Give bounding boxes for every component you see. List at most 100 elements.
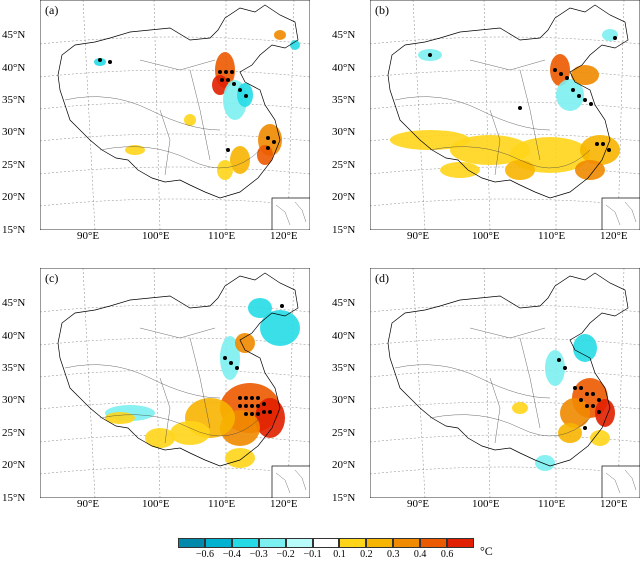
- significance-dot: [573, 386, 577, 390]
- lat-label: 30°N: [332, 126, 356, 138]
- anomaly-patch: [571, 65, 599, 85]
- map-frame: [40, 0, 310, 230]
- colorbar-tick: −0.2: [276, 549, 295, 560]
- lat-label: 25°N: [2, 427, 26, 439]
- significance-dot: [583, 98, 587, 102]
- lat-label: 40°N: [2, 62, 26, 74]
- province-boundary: [394, 364, 551, 399]
- lon-label: 100°E: [472, 498, 500, 510]
- significance-dot: [238, 396, 242, 400]
- lat-label: 30°N: [2, 394, 26, 406]
- anomaly-patch: [573, 334, 597, 362]
- colorbar-swatch: [178, 538, 205, 548]
- country-outline: [387, 272, 629, 467]
- significance-dot: [218, 70, 222, 74]
- significance-dot: [577, 94, 581, 98]
- inset-outline: [275, 469, 307, 494]
- anomaly-patch: [235, 333, 255, 353]
- province-boundary: [189, 337, 211, 429]
- significance-dot: [563, 366, 567, 370]
- map-panel: (d) 45°N 40°N 35°N 30°N 25°N 20°N 15°N 90°E 100°E…: [332, 268, 640, 510]
- significance-dot: [244, 404, 248, 408]
- anomaly-patch: [170, 421, 210, 445]
- colorbar-swatch: [231, 538, 259, 548]
- anomaly-patch: [505, 160, 535, 180]
- anomaly-patch: [220, 336, 240, 380]
- anomaly-patch: [580, 135, 620, 165]
- lat-label: 45°N: [2, 29, 26, 41]
- significance-dot: [585, 392, 589, 396]
- country-outline: [57, 4, 299, 199]
- lat-label: 15°N: [332, 224, 356, 236]
- significance-dot: [589, 102, 593, 106]
- lat-label: 45°N: [2, 297, 26, 309]
- lon-label: 90°E: [77, 230, 100, 242]
- anomaly-patch: [535, 455, 555, 471]
- anomaly-patch: [590, 430, 610, 446]
- lon-label: 120°E: [270, 230, 298, 242]
- colorbar-swatch: [285, 538, 313, 548]
- lat-label: 20°N: [332, 191, 356, 203]
- province-boundary: [489, 109, 501, 176]
- colorbar-swatch: [366, 538, 394, 548]
- lat-label: 30°N: [2, 126, 26, 138]
- anomaly-patch: [512, 402, 528, 414]
- province-boundary: [394, 96, 551, 131]
- colorbar-tick: −0.4: [222, 549, 241, 560]
- province-boundary: [189, 69, 211, 161]
- anomaly-patch: [558, 423, 582, 443]
- map-panel: (a) 45°N 40°N 35°N 30°N 25°N 20°N 15°N 90°E 100°E…: [2, 0, 336, 242]
- province-boundary: [99, 414, 261, 437]
- significance-dot: [591, 404, 595, 408]
- significance-dot: [266, 146, 270, 150]
- province-boundary: [429, 146, 591, 169]
- south-china-sea-inset: [271, 465, 310, 498]
- anomaly-patch: [390, 130, 470, 150]
- inset-outline: [605, 469, 637, 494]
- significance-dot: [232, 82, 236, 86]
- colorbar-swatch: [447, 538, 474, 548]
- lat-label: 35°N: [2, 94, 26, 106]
- lon-label: 120°E: [600, 230, 628, 242]
- anomaly-patch: [184, 114, 196, 126]
- lon-label: 110°E: [208, 498, 236, 510]
- country-outline: [57, 272, 299, 467]
- significance-dot: [559, 72, 563, 76]
- province-boundary: [139, 59, 216, 71]
- map-panel: (b) 45°N 40°N 35°N 30°N 25°N 20°N 15°N 90°E 100°E…: [332, 0, 640, 242]
- province-boundary: [519, 69, 541, 161]
- anomaly-patch: [290, 40, 300, 50]
- anomaly-patch: [545, 350, 565, 386]
- anomaly-patch: [440, 162, 480, 178]
- anomaly-patch: [105, 412, 135, 424]
- significance-dot: [613, 36, 617, 40]
- lon-label: 100°E: [472, 230, 500, 242]
- anomaly-patch: [450, 135, 530, 165]
- map-canvas: [40, 0, 310, 230]
- colorbar-tick: −0.3: [249, 549, 268, 560]
- lon-label: 120°E: [600, 498, 628, 510]
- panel-label: (b): [375, 3, 389, 17]
- significance-dot: [268, 410, 272, 414]
- south-china-sea-inset: [601, 197, 640, 230]
- significance-dot: [565, 76, 569, 80]
- significance-dot: [220, 78, 224, 82]
- anomaly-patch: [575, 160, 605, 180]
- lat-label: 40°N: [2, 330, 26, 342]
- map-canvas: [40, 268, 310, 498]
- significance-dot: [597, 410, 601, 414]
- panel-label: (a): [45, 3, 59, 17]
- lat-label: 25°N: [2, 159, 26, 171]
- lon-label: 100°E: [142, 230, 170, 242]
- significance-dot: [553, 68, 557, 72]
- colorbar-swatch: [204, 538, 232, 548]
- lat-label: 15°N: [2, 224, 26, 236]
- lat-label: 45°N: [332, 297, 356, 309]
- significance-dot: [597, 398, 601, 402]
- anomaly-patch: [225, 448, 255, 468]
- lon-label: 110°E: [208, 230, 236, 242]
- significance-dot: [591, 392, 595, 396]
- anomaly-patch: [125, 145, 145, 155]
- lat-label: 25°N: [332, 427, 356, 439]
- significance-dot: [571, 88, 575, 92]
